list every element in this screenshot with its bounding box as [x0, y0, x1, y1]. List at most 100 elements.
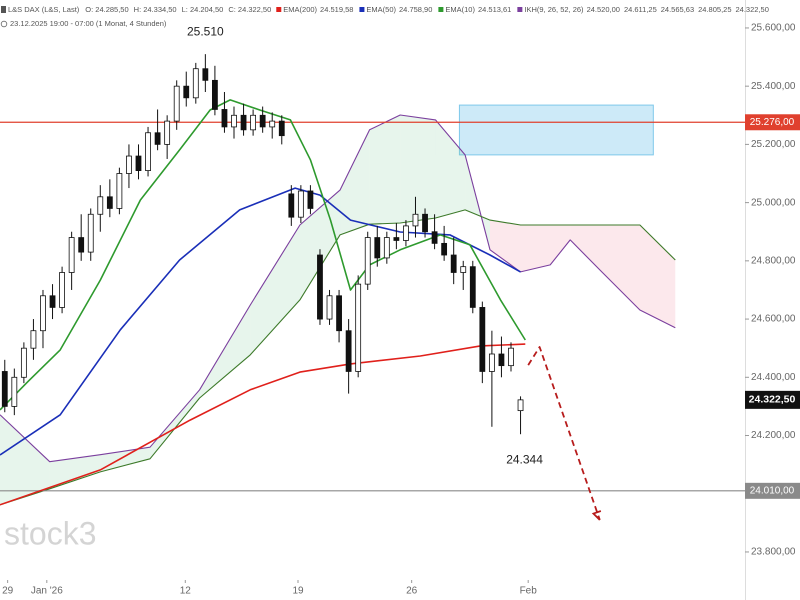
- cloud-fill: [199, 305, 251, 398]
- candle-body: [297, 190, 304, 218]
- candle-body: [498, 353, 505, 367]
- x-tick-label: Jan '26: [31, 586, 63, 597]
- header-item: L&S DAX (L&S, Last): [8, 5, 80, 14]
- ema-line: [0, 343, 526, 506]
- candle-body: [517, 399, 524, 412]
- candle-body: [508, 347, 514, 367]
- header-item: 24.520,00: [587, 5, 620, 14]
- main-layer: [1, 54, 524, 435]
- candle-body: [68, 237, 75, 273]
- header-period: 23.12.2025 19:00 - 07:00 (1 Monat, 4 Stu…: [10, 19, 167, 28]
- cloud-fill: [489, 220, 521, 272]
- cloud-fill: [550, 225, 571, 265]
- candle-body: [460, 266, 467, 273]
- y-tick-label: 25.000,00: [751, 197, 796, 208]
- y-tick-label: 24.800,00: [751, 255, 796, 266]
- candle-body: [11, 376, 18, 407]
- cloud-fill: [639, 225, 676, 328]
- candle-body: [345, 330, 352, 372]
- legend-swatch: [276, 7, 282, 12]
- candle-body: [412, 213, 419, 227]
- candle-body: [212, 79, 218, 110]
- candle-body: [431, 231, 438, 244]
- header-item: IKH(9, 26, 52, 26): [524, 5, 584, 14]
- candle-body: [221, 109, 228, 128]
- candle-body: [441, 242, 448, 256]
- candle-body: [135, 155, 142, 171]
- candle-body: [422, 213, 428, 233]
- candle-body: [154, 132, 161, 145]
- candle-body: [469, 266, 476, 308]
- header-item: EMA(200): [283, 5, 317, 14]
- header-item: EMA(10): [445, 5, 475, 14]
- header-item: EMA(50): [366, 5, 396, 14]
- last-price-tag: [745, 390, 800, 409]
- cloud-fill: [599, 225, 640, 311]
- candle-body: [106, 196, 113, 209]
- candle-body: [116, 173, 123, 209]
- candle-body: [383, 237, 390, 259]
- front-layer: 25.276,00 24.010,00 25.510 24.344 24.322,50 L…: [0, 5, 800, 521]
- candle-body: [164, 120, 171, 145]
- header-item: C: 24.322,50: [228, 5, 271, 14]
- header-item: O: 24.285,50: [85, 5, 128, 14]
- header-item: 24.322,50: [736, 5, 769, 14]
- candle-body: [240, 114, 247, 131]
- header-clock: [0, 20, 8, 28]
- cloud-fill: [400, 114, 436, 223]
- arrow-head: [591, 510, 602, 521]
- candle-body: [78, 237, 85, 253]
- candle-body: [259, 114, 266, 128]
- ema-line: [0, 99, 526, 411]
- header-item: 24.565,63: [661, 5, 694, 14]
- candle-body: [126, 155, 132, 174]
- candle-body: [202, 68, 209, 81]
- candle-body: [30, 330, 37, 349]
- cloud-fill: [369, 114, 401, 225]
- legend-swatch: [359, 7, 365, 12]
- candle-body: [183, 85, 190, 99]
- legend-swatch: [438, 7, 444, 12]
- high-annotation: 25.510: [187, 24, 224, 38]
- candle-body: [59, 272, 65, 308]
- cloud-fill: [49, 454, 101, 489]
- last-price-label: 24.322,50: [749, 394, 796, 406]
- header-item: 24.611,25: [624, 5, 657, 14]
- candle-body: [20, 347, 27, 378]
- y-tick-label: 24.600,00: [751, 314, 796, 325]
- x-tick-label: 19: [292, 586, 304, 597]
- header-icon: [1, 6, 6, 13]
- candle-body: [231, 114, 237, 128]
- candle-body: [364, 237, 371, 285]
- x-tick-label: 29: [2, 586, 14, 597]
- watermark: stock3: [4, 515, 96, 551]
- cloud-fill: [570, 225, 600, 270]
- level-tag: [745, 482, 800, 499]
- candle-body: [488, 353, 495, 372]
- candle-body: [317, 254, 323, 320]
- low-annotation: 24.344: [506, 452, 543, 466]
- candle-body: [450, 254, 457, 273]
- cloud-fill: [520, 225, 551, 272]
- candle-body: [479, 307, 486, 372]
- candle-body: [49, 295, 56, 308]
- candle-body: [269, 120, 276, 128]
- candle-body: [173, 85, 180, 122]
- y-tick-label: 25.200,00: [751, 139, 796, 150]
- y-tick-label: 25.400,00: [751, 81, 796, 92]
- level-tag-label: 24.010,00: [750, 485, 795, 496]
- candle-body: [97, 196, 104, 215]
- candle-body: [403, 225, 409, 241]
- x-tick-label: Feb: [520, 586, 538, 597]
- candle-body: [192, 68, 199, 99]
- zone-box: [458, 104, 654, 156]
- cloud-fill: [340, 129, 370, 235]
- candle-body: [393, 237, 400, 241]
- cloud-fill: [250, 225, 300, 355]
- header-item: 24.805,25: [698, 5, 731, 14]
- header-item: H: 24.334,50: [134, 5, 177, 14]
- candle-body: [336, 295, 342, 332]
- candle-body: [307, 190, 314, 209]
